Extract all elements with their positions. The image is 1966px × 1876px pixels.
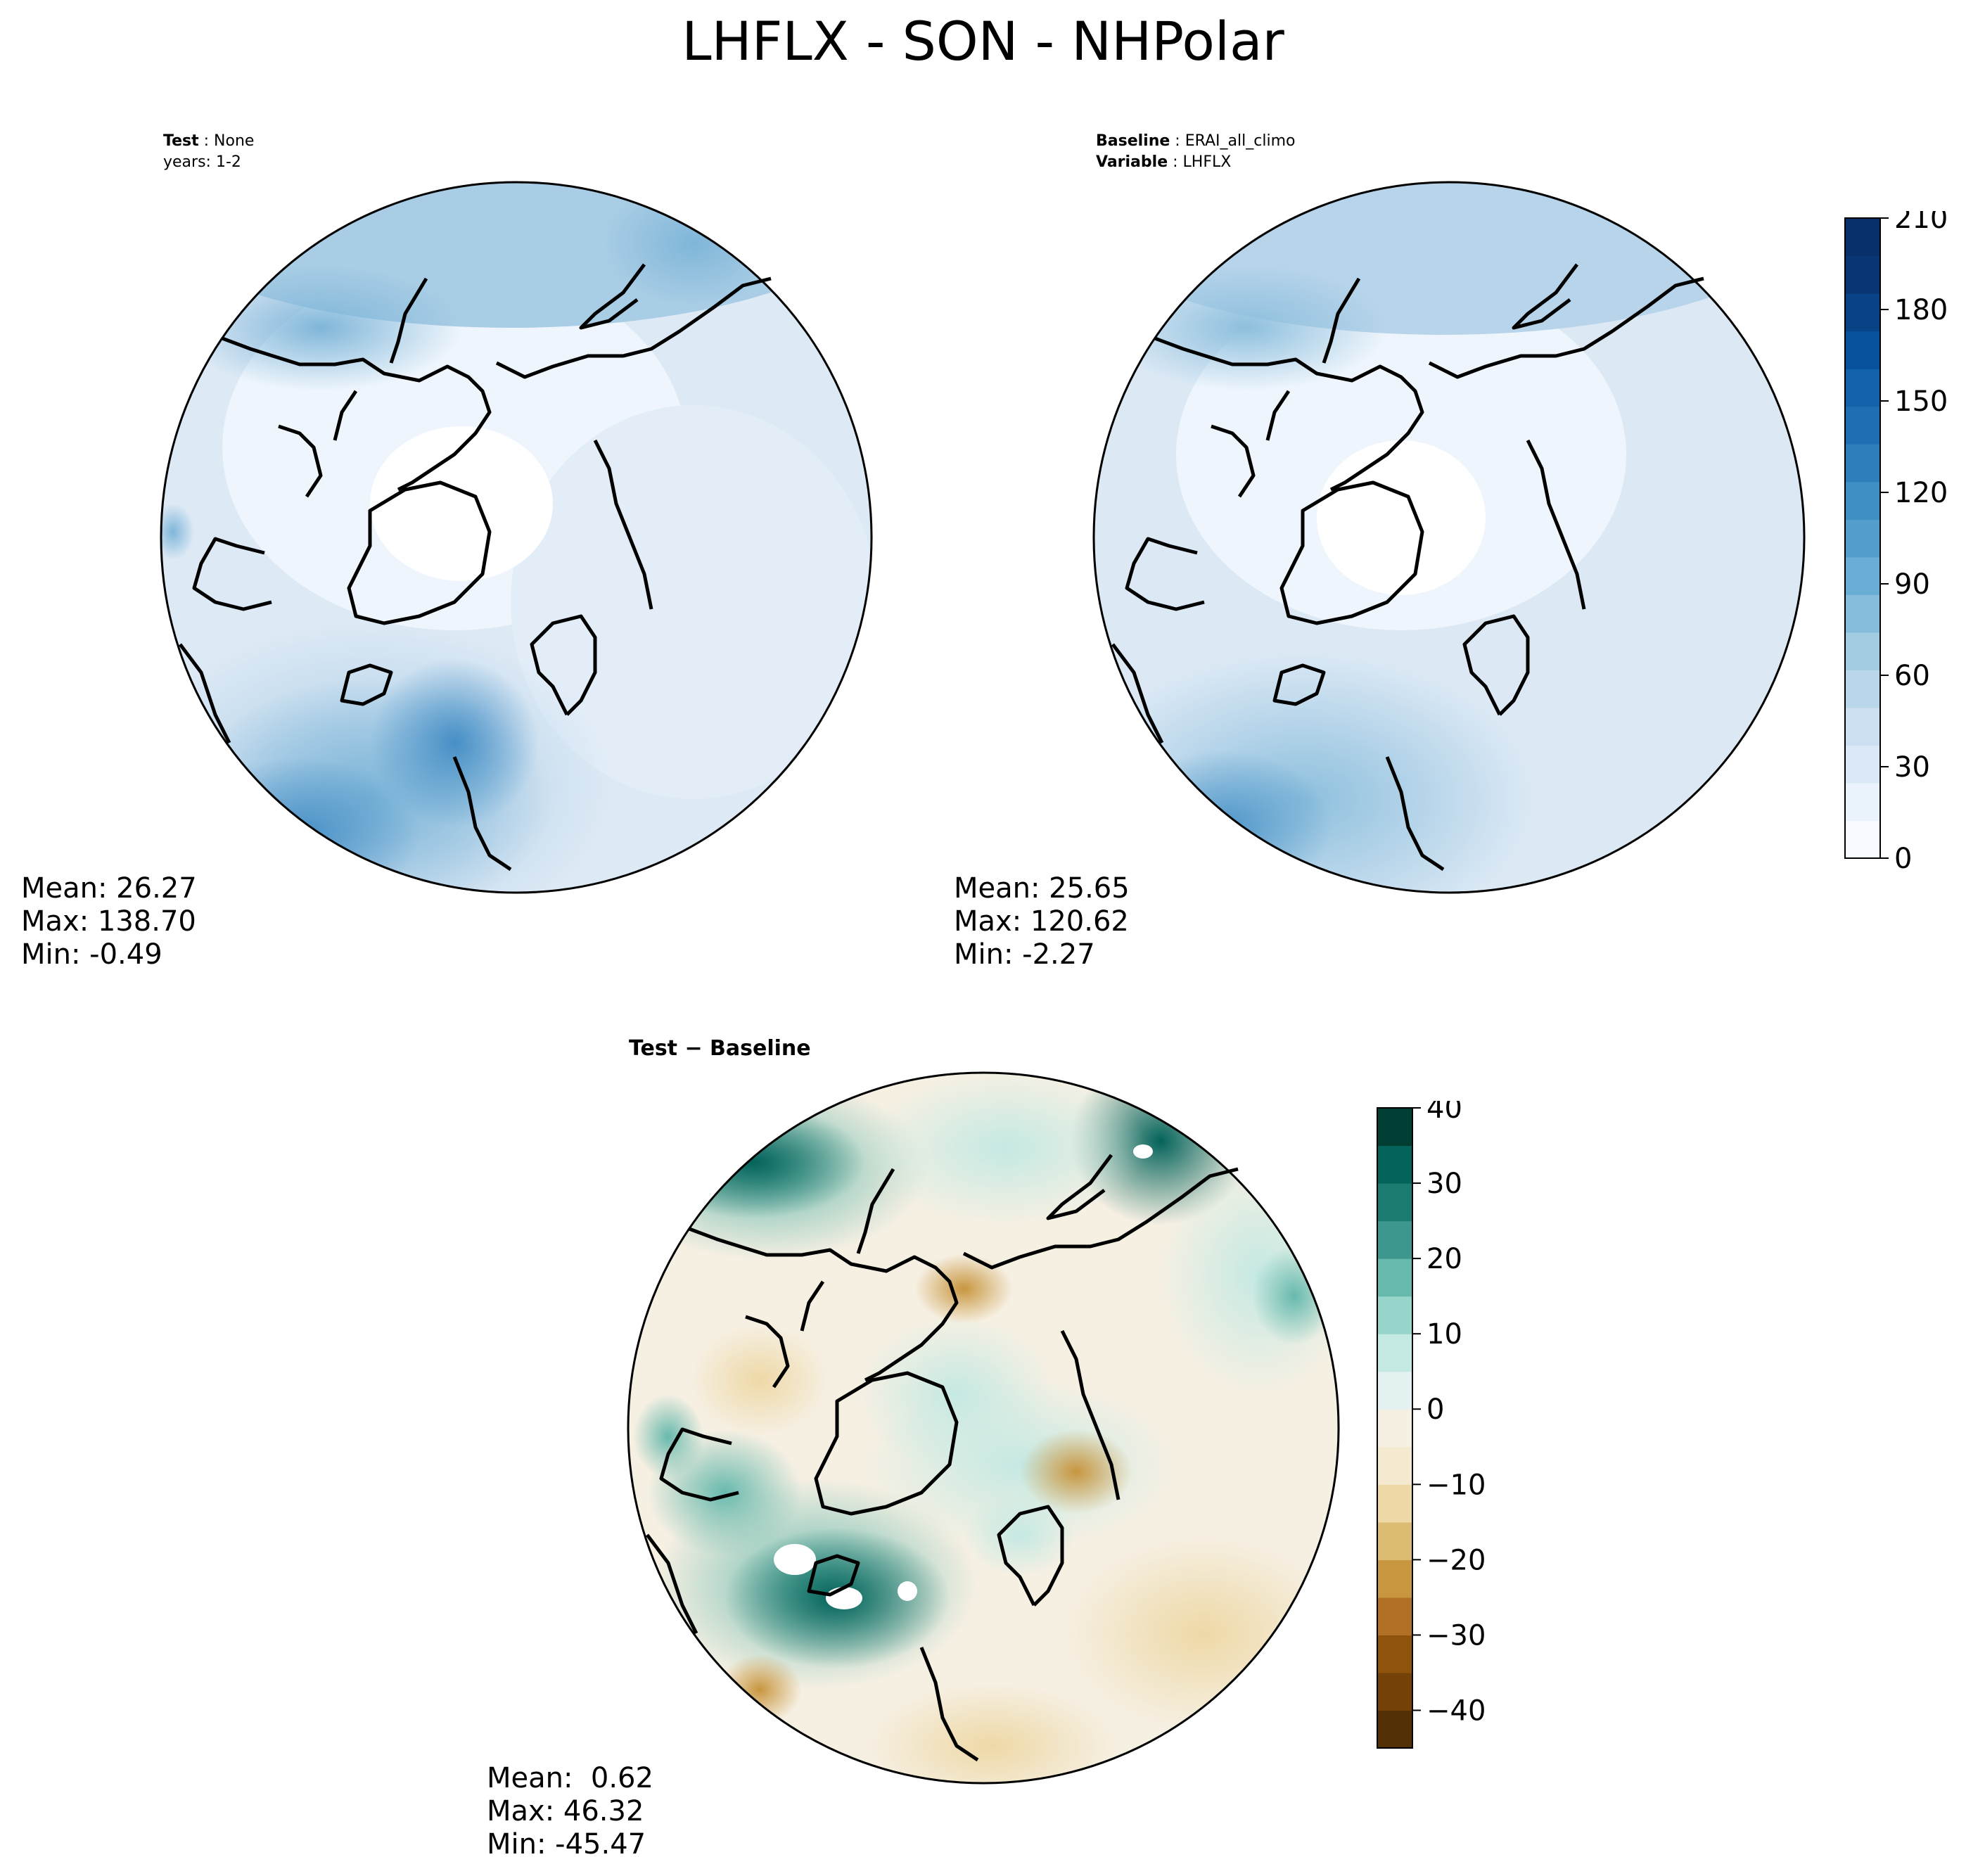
- colorbar-top-ticks: 210 180 150 120 90 60 30 0: [1880, 211, 1948, 872]
- baseline-label-value: ERAI_all_climo: [1185, 132, 1296, 150]
- colorbar-top-band: [1845, 745, 1880, 784]
- baseline-map-field: [1094, 182, 1804, 893]
- colorbar-top-band: [1845, 444, 1880, 483]
- colorbar-top-bands: [1845, 218, 1880, 859]
- colorbar-top-tick-label: 150: [1894, 385, 1948, 418]
- colorbar-diff-band: [1377, 1296, 1412, 1334]
- test-panel-label: Test : None years: 1-2: [163, 131, 254, 173]
- test-stat-mean: Mean: 26.27: [21, 872, 197, 905]
- baseline-label-key: Baseline: [1096, 132, 1170, 150]
- diff-stat-max: Max: 46.32: [487, 1795, 644, 1827]
- colorbar-diff-band: [1377, 1145, 1412, 1184]
- baseline-coastlines: [1111, 263, 1704, 872]
- baseline-stat-max: Max: 120.62: [954, 905, 1129, 938]
- colorbar-top-band: [1845, 519, 1880, 558]
- test-coastlines: [179, 263, 772, 872]
- colorbar-top-band: [1845, 369, 1880, 407]
- colorbar-diff-band: [1377, 1258, 1412, 1297]
- diff-stat-min: Min: -45.47: [487, 1828, 646, 1861]
- colorbar-diff-band: [1377, 1672, 1412, 1711]
- colorbar-top-band: [1845, 707, 1880, 746]
- colorbar-diff-band: [1377, 1559, 1412, 1598]
- colorbar-diff-tick-label: 10: [1426, 1318, 1462, 1351]
- colorbar-top-tick-label: 0: [1894, 843, 1912, 872]
- colorbar-top-band: [1845, 481, 1880, 520]
- test-stat-max: Max: 138.70: [21, 905, 196, 938]
- colorbar-diff-band: [1377, 1710, 1412, 1749]
- colorbar-top-tick-label: 180: [1894, 294, 1948, 326]
- test-map-boundary: [160, 181, 873, 894]
- colorbar-diff-tick-label: −10: [1426, 1469, 1486, 1501]
- colorbar-diff-tick-label: 0: [1426, 1393, 1444, 1426]
- test-years-label: years: 1-2: [163, 153, 241, 171]
- diff-coastlines: [646, 1154, 1239, 1762]
- colorbar-top-tick-label: 210: [1894, 211, 1948, 235]
- baseline-panel-label: Baseline : ERAI_all_climo Variable : LHF…: [1096, 132, 1296, 171]
- colorbar-top-band: [1845, 406, 1880, 445]
- test-stats: Mean: 26.27 Max: 138.70 Min: -0.49: [21, 872, 197, 971]
- colorbar-diff: 40 30 20 10 0 −10 −20 −30 −40: [1377, 1101, 1486, 1749]
- figure-title: LHFLX - SON - NHPolar: [682, 10, 1284, 72]
- test-map-field: [161, 182, 872, 893]
- colorbar-top-band: [1845, 820, 1880, 859]
- colorbar-diff-band: [1377, 1409, 1412, 1448]
- baseline-stat-min: Min: -2.27: [954, 938, 1095, 971]
- colorbar-diff-band: [1377, 1597, 1412, 1636]
- colorbar-top-tick-label: 120: [1894, 477, 1948, 509]
- colorbar-diff-band: [1377, 1635, 1412, 1673]
- colorbar-diff-band: [1377, 1371, 1412, 1410]
- colorbar-top-band: [1845, 218, 1880, 257]
- colorbar-top-frame: [1844, 217, 1881, 859]
- test-label-value: None: [214, 132, 255, 150]
- colorbar-diff-band: [1377, 1220, 1412, 1259]
- diff-map-field: [628, 1073, 1339, 1783]
- variable-label-value: LHFLX: [1182, 153, 1232, 171]
- baseline-stats: Mean: 25.65 Max: 120.62 Min: -2.27: [954, 872, 1130, 971]
- colorbar-diff-band: [1377, 1521, 1412, 1560]
- colorbar-diff-tick-label: 30: [1426, 1168, 1462, 1200]
- colorbar-top-band: [1845, 594, 1880, 633]
- colorbar-top-band: [1845, 670, 1880, 708]
- test-polar-map: [160, 181, 873, 894]
- diff-stat-mean: Mean: 0.62: [487, 1762, 653, 1794]
- baseline-polar-map: [1092, 181, 1806, 894]
- test-stat-min: Min: -0.49: [21, 938, 162, 971]
- colorbar-diff-frame: [1377, 1107, 1413, 1749]
- colorbar-top-band: [1845, 632, 1880, 670]
- colorbar-top-tick-label: 90: [1894, 568, 1930, 601]
- diff-map-boundary: [627, 1071, 1340, 1785]
- colorbar-diff-band: [1377, 1108, 1412, 1147]
- variable-label-key: Variable: [1096, 153, 1168, 171]
- colorbar-top: 210 180 150 120 90 60 30 0: [1844, 211, 1948, 872]
- colorbar-diff-tick-label: −30: [1426, 1619, 1486, 1652]
- colorbar-top-band: [1845, 293, 1880, 332]
- baseline-map-boundary: [1092, 181, 1806, 894]
- colorbar-diff-tick-label: 20: [1426, 1243, 1462, 1275]
- colorbar-top-band: [1845, 331, 1880, 369]
- colorbar-top-band: [1845, 556, 1880, 595]
- colorbar-diff-band: [1377, 1484, 1412, 1523]
- colorbar-diff-band: [1377, 1334, 1412, 1372]
- colorbar-top-band: [1845, 782, 1880, 822]
- colorbar-diff-tick-label: −40: [1426, 1695, 1486, 1727]
- colorbar-diff-ticks: 40 30 20 10 0 −10 −20 −30 −40: [1412, 1101, 1486, 1727]
- colorbar-top-tick-label: 30: [1894, 751, 1930, 784]
- baseline-stat-mean: Mean: 25.65: [954, 872, 1130, 905]
- colorbar-diff-band: [1377, 1183, 1412, 1222]
- diff-stats: Mean: 0.62 Max: 46.32 Min: -45.47: [487, 1762, 653, 1861]
- colorbar-diff-band: [1377, 1446, 1412, 1485]
- colorbar-top-band: [1845, 255, 1880, 294]
- colorbar-diff-bands: [1377, 1108, 1412, 1749]
- colorbar-diff-tick-label: 40: [1426, 1101, 1462, 1125]
- colorbar-top-tick-label: 60: [1894, 660, 1930, 692]
- test-label-key: Test: [163, 132, 199, 150]
- diff-polar-map: [627, 1071, 1340, 1785]
- diff-panel-title: Test − Baseline: [629, 1036, 811, 1061]
- colorbar-diff-tick-label: −20: [1426, 1544, 1486, 1576]
